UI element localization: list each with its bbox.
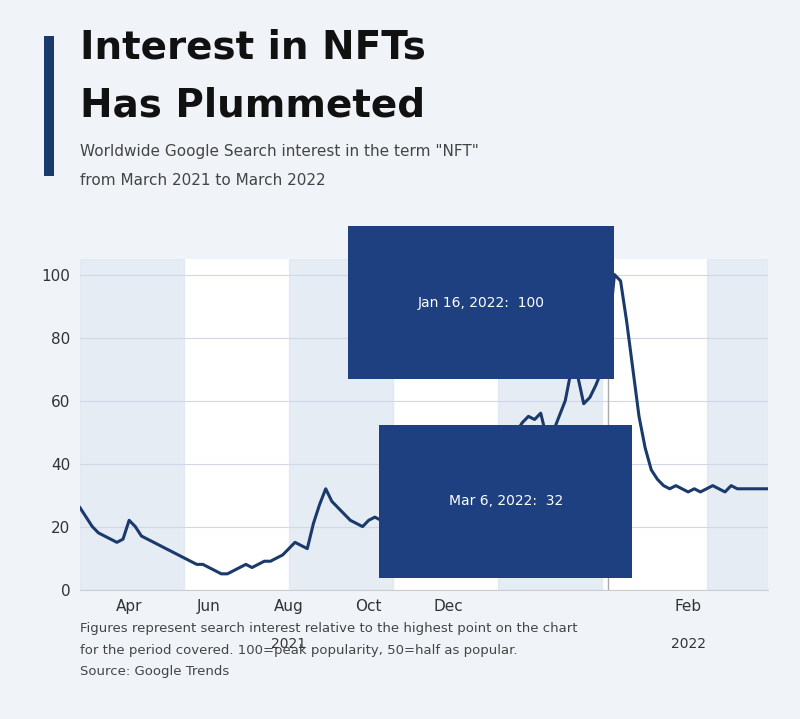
- Text: Jan 16, 2022: 100: Jan 16, 2022: 100: [418, 293, 541, 307]
- Bar: [80, 259, 185, 590]
- Text: 2022: 2022: [670, 637, 706, 651]
- Text: Mar 6, 2022:  32: Mar 6, 2022: 32: [449, 495, 563, 508]
- Bar: [289, 259, 394, 590]
- Text: Source: Google Trends: Source: Google Trends: [80, 665, 230, 678]
- Text: from March 2021 to March 2022: from March 2021 to March 2022: [80, 173, 326, 188]
- Text: Has Plummeted: Has Plummeted: [80, 86, 425, 124]
- Text: Jan 16, 2022:  100: Jan 16, 2022: 100: [418, 296, 545, 310]
- Text: Figures represent search interest relative to the highest point on the chart: Figures represent search interest relati…: [80, 622, 578, 635]
- Text: Worldwide Google Search interest in the term "NFT": Worldwide Google Search interest in the …: [80, 144, 479, 159]
- Bar: [498, 259, 602, 590]
- Bar: [706, 259, 768, 590]
- Text: Interest in NFTs: Interest in NFTs: [80, 29, 426, 67]
- Text: for the period covered. 100=peak popularity, 50=half as popular.: for the period covered. 100=peak popular…: [80, 644, 518, 656]
- Text: 2021: 2021: [271, 637, 306, 651]
